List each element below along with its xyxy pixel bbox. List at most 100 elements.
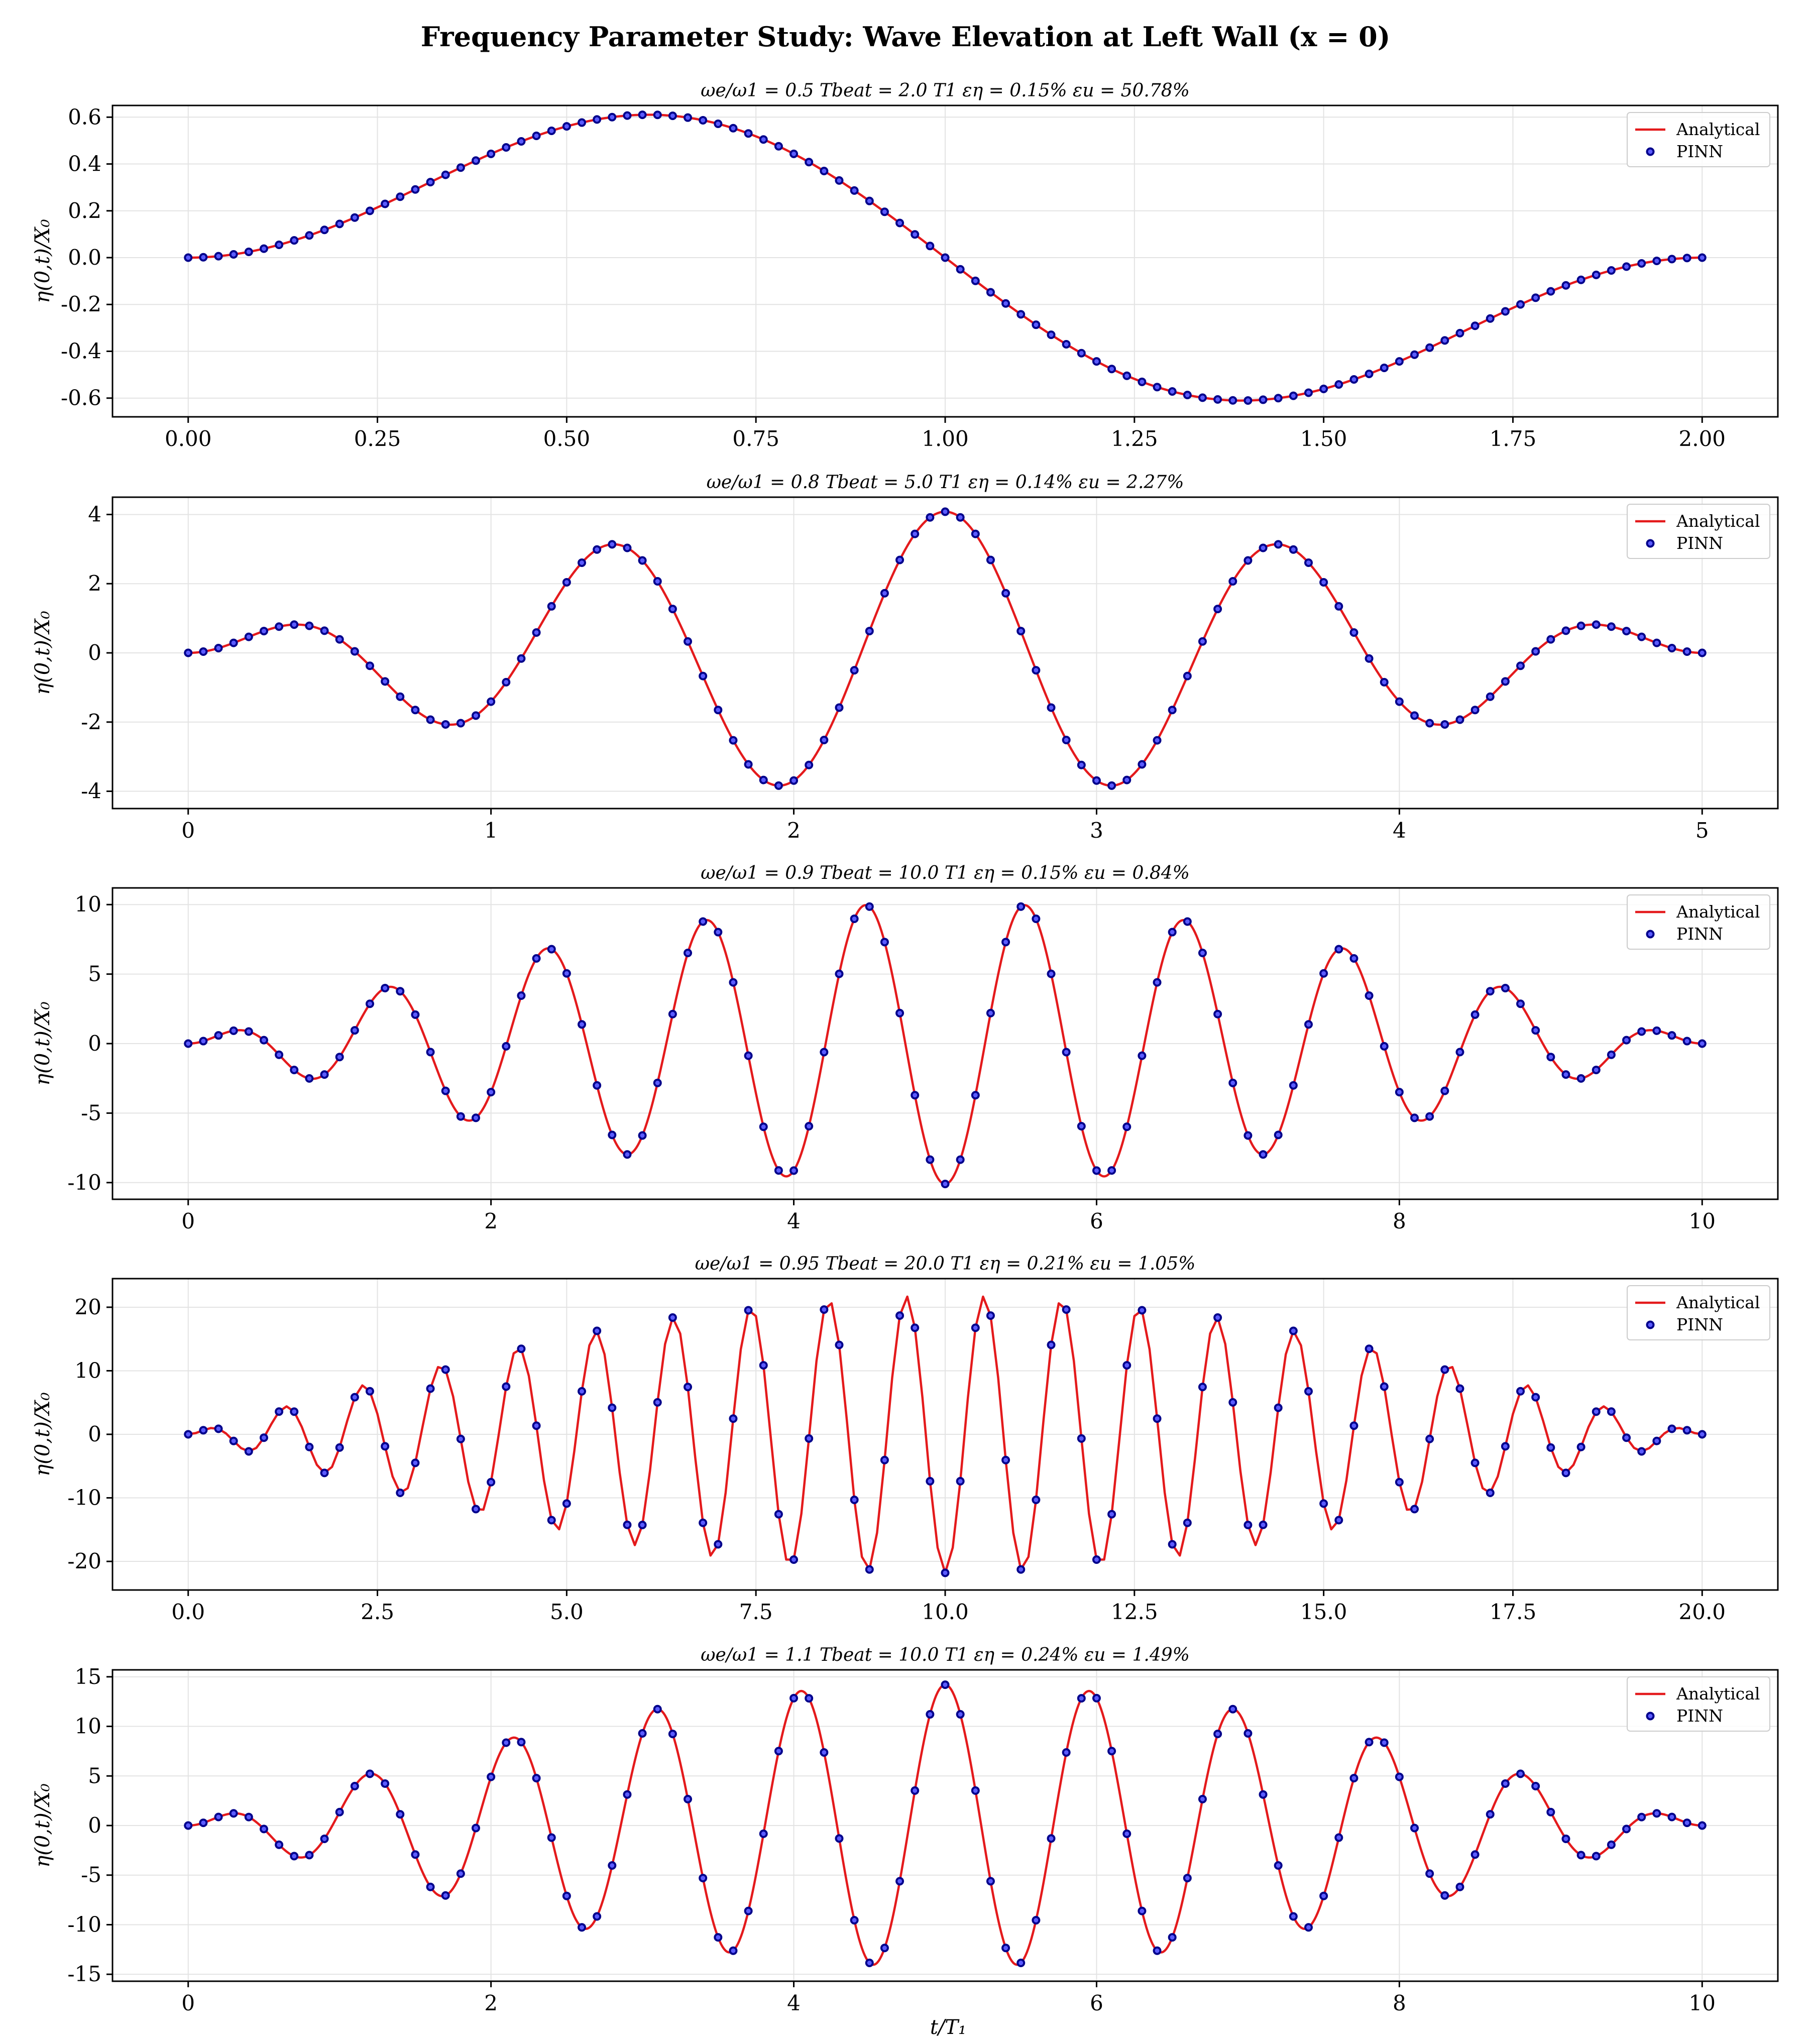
pinn-data-point — [1107, 1747, 1116, 1756]
x-tick-label: 0.25 — [354, 426, 401, 451]
y-axis-label: η(0,t)/X₀ — [31, 1783, 54, 1867]
pinn-data-point — [668, 1730, 677, 1739]
pinn-data-point — [471, 1505, 480, 1514]
pinn-data-point — [1380, 1042, 1389, 1051]
pinn-data-point — [1228, 1078, 1237, 1087]
pinn-data-point — [229, 638, 238, 647]
pinn-data-point — [1425, 1112, 1434, 1121]
pinn-data-point — [1697, 648, 1707, 657]
pinn-data-point — [623, 1790, 632, 1799]
y-tick-label: -4 — [81, 779, 101, 804]
y-tick-label: 0 — [88, 1813, 101, 1838]
pinn-data-point — [562, 122, 571, 131]
pinn-data-point — [1365, 369, 1374, 378]
pinn-data-point — [502, 1382, 511, 1391]
pinn-data-point — [1092, 1166, 1101, 1175]
pinn-data-point — [1395, 697, 1404, 706]
pinn-data-point — [1592, 1065, 1601, 1074]
pinn-data-point — [335, 1443, 344, 1452]
pinn-data-point — [1259, 395, 1268, 404]
pinn-data-point — [562, 1891, 571, 1900]
pinn-data-point — [1455, 715, 1464, 724]
pinn-data-point — [1016, 1959, 1026, 1968]
pinn-data-point — [1062, 340, 1071, 349]
pinn-data-point — [1107, 365, 1116, 374]
pinn-data-point — [547, 1833, 556, 1842]
pinn-data-point — [926, 1710, 935, 1719]
pinn-data-point — [1576, 621, 1586, 630]
pinn-data-point — [699, 671, 708, 680]
pinn-data-point — [578, 118, 587, 127]
legend-pinn-swatch — [1646, 930, 1655, 939]
pinn-data-point — [290, 1407, 299, 1416]
pinn-data-point — [1516, 1387, 1525, 1396]
pinn-data-point — [365, 206, 374, 215]
x-tick-label: 10.0 — [922, 1600, 969, 1624]
pinn-data-point — [1243, 1729, 1253, 1738]
pinn-data-point — [1531, 1393, 1540, 1402]
legend-label-analytical: Analytical — [1676, 902, 1760, 922]
pinn-data-point — [259, 244, 268, 253]
pinn-data-point — [396, 1489, 405, 1498]
pinn-data-point — [1652, 1026, 1661, 1035]
pinn-data-point — [608, 1861, 617, 1870]
x-tick-label: 0 — [181, 1991, 195, 2015]
pinn-data-point — [214, 644, 223, 653]
pinn-data-point — [471, 1824, 480, 1833]
pinn-data-point — [517, 1738, 526, 1747]
pinn-data-point — [608, 1130, 617, 1140]
pinn-data-point — [1001, 299, 1010, 308]
x-tick-label: 0.50 — [543, 426, 591, 451]
y-axis-label: η(0,t)/X₀ — [31, 1001, 54, 1085]
x-axis-label: t/T₁ — [930, 2016, 966, 2039]
pinn-data-point — [199, 1426, 208, 1435]
pinn-data-point — [729, 978, 738, 987]
pinn-data-point — [275, 241, 284, 250]
pinn-data-point — [789, 776, 799, 785]
pinn-data-point — [1682, 1819, 1691, 1828]
pinn-data-point — [396, 987, 405, 996]
pinn-data-point — [744, 760, 753, 769]
pinn-data-point — [214, 1031, 223, 1040]
pinn-data-point — [986, 1877, 995, 1886]
y-tick-label: -0.2 — [61, 292, 101, 316]
pinn-data-point — [214, 252, 223, 261]
pinn-data-point — [411, 1458, 420, 1467]
pinn-data-point — [684, 1383, 693, 1392]
pinn-data-point — [184, 253, 193, 262]
pinn-data-point — [1016, 1565, 1026, 1574]
pinn-data-point — [895, 1008, 904, 1017]
pinn-data-point — [1486, 987, 1495, 996]
pinn-data-point — [1198, 393, 1207, 402]
pinn-data-point — [199, 253, 208, 262]
pinn-data-point — [1334, 945, 1343, 954]
legend-label-pinn: PINN — [1676, 1315, 1723, 1334]
y-tick-label: -5 — [81, 1863, 101, 1887]
pinn-data-point — [184, 1430, 193, 1439]
pinn-data-point — [1183, 1874, 1192, 1883]
pinn-data-point — [1289, 1081, 1298, 1090]
pinn-data-point — [350, 1393, 359, 1402]
y-axis-label: η(0,t)/X₀ — [31, 1392, 54, 1476]
pinn-data-point — [229, 1809, 238, 1818]
pinn-data-point — [1001, 1455, 1010, 1464]
chart-panel-3: ωe/ω1 = 0.9 Tbeat = 10.0 T1 εη = 0.15% ε… — [31, 863, 1779, 1233]
pinn-data-point — [1168, 706, 1177, 715]
legend-label-analytical: Analytical — [1676, 1684, 1760, 1704]
pinn-data-point — [1501, 1442, 1510, 1451]
pinn-data-point — [471, 711, 480, 720]
pinn-data-point — [562, 969, 571, 978]
pinn-data-point — [441, 170, 450, 179]
pinn-data-point — [365, 661, 374, 670]
pinn-data-point — [774, 142, 783, 151]
pinn-data-point — [684, 1794, 693, 1803]
pinn-data-point — [1380, 677, 1389, 687]
pinn-data-point — [1440, 720, 1449, 729]
pinn-data-point — [1410, 1113, 1419, 1122]
pinn-data-point — [1198, 949, 1207, 958]
pinn-data-point — [714, 706, 723, 715]
y-tick-label: 5 — [88, 962, 101, 986]
pinn-data-point — [835, 703, 844, 712]
pinn-data-point — [1077, 1122, 1086, 1131]
